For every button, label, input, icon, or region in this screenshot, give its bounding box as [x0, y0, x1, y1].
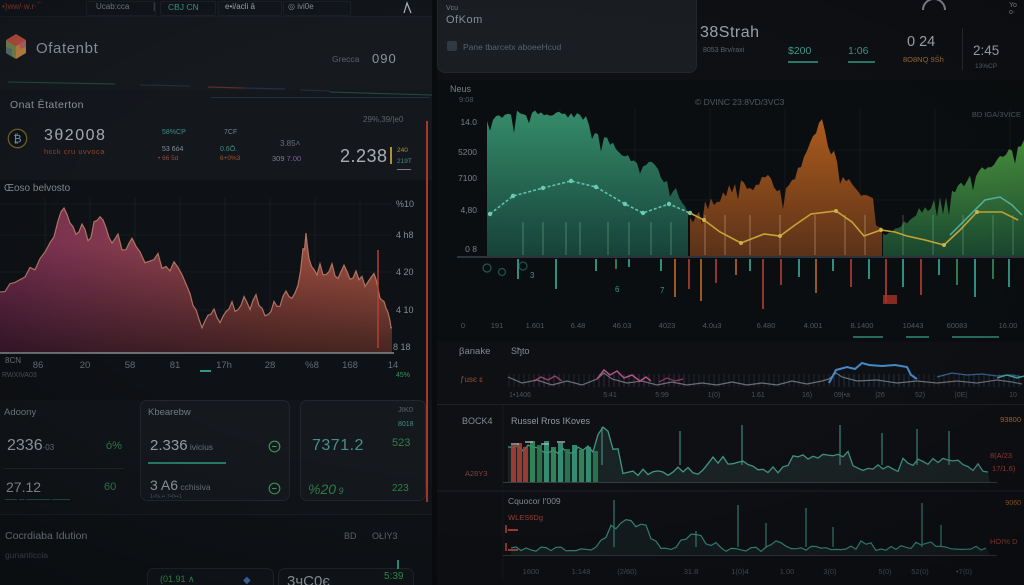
- svg-text:7100: 7100: [458, 173, 477, 183]
- svg-text:09|•a: 09|•a: [834, 392, 850, 399]
- svg-text:1(0): 1(0): [708, 392, 720, 399]
- svg-text:9:08: 9:08: [459, 95, 474, 104]
- svg-text:16.00: 16.00: [999, 321, 1018, 330]
- svg-text:20: 20: [80, 360, 91, 371]
- svg-text:7: 7: [660, 286, 665, 295]
- svg-text:Cquocor I'009: Cquocor I'009: [508, 496, 561, 506]
- svg-text:31.8: 31.8: [684, 567, 699, 576]
- svg-text:•7(0): •7(0): [956, 567, 972, 576]
- svg-text:191: 191: [491, 321, 504, 330]
- svg-text:60083: 60083: [947, 321, 968, 330]
- svg-text:3: 3: [530, 271, 535, 280]
- svg-text:4 20: 4 20: [396, 267, 414, 277]
- svg-text:8.1400: 8.1400: [851, 321, 874, 330]
- svg-text:58: 58: [125, 360, 136, 371]
- svg-text:|26: |26: [875, 392, 885, 399]
- svg-text:10: 10: [1009, 392, 1017, 399]
- svg-text:%10: %10: [396, 199, 414, 209]
- svg-text:6.480: 6.480: [757, 321, 776, 330]
- svg-text:8CN: 8CN: [5, 356, 21, 365]
- svg-text:6: 6: [615, 285, 620, 294]
- svg-text:BD IGA/3VICE: BD IGA/3VICE: [972, 110, 1021, 119]
- svg-text:|0E|: |0E|: [955, 392, 967, 399]
- svg-text:0: 0: [461, 321, 465, 330]
- svg-text:A28Y3: A28Y3: [465, 469, 488, 478]
- svg-text:8 18: 8 18: [393, 342, 411, 352]
- svg-text:HOI% D: HOI% D: [990, 537, 1018, 546]
- svg-text:81: 81: [170, 360, 181, 371]
- svg-text:1.601: 1.601: [526, 321, 545, 330]
- svg-text:1.00: 1.00: [780, 567, 795, 576]
- svg-text:5:99: 5:99: [655, 392, 669, 399]
- svg-text:%8: %8: [305, 360, 319, 371]
- svg-text:Neus: Neus: [450, 84, 472, 94]
- svg-text:© DVINC 23:8VD/3VC3: © DVINC 23:8VD/3VC3: [695, 97, 785, 107]
- svg-text:Russel Rros IKoves: Russel Rros IKoves: [511, 416, 591, 426]
- svg-text:1(0)4: 1(0)4: [731, 567, 749, 576]
- svg-text:45%: 45%: [396, 372, 410, 379]
- svg-text:4.0u3: 4.0u3: [703, 321, 722, 330]
- svg-text:16): 16): [802, 392, 812, 399]
- svg-text:6.48: 6.48: [571, 321, 586, 330]
- svg-text:8(A/23: 8(A/23: [990, 451, 1012, 460]
- svg-text:28: 28: [265, 360, 276, 371]
- svg-text:5200: 5200: [458, 147, 477, 157]
- svg-text:168: 168: [342, 360, 358, 371]
- svg-text:46.03: 46.03: [613, 321, 632, 330]
- svg-text:86: 86: [33, 360, 44, 371]
- svg-text:4,80: 4,80: [460, 205, 477, 215]
- svg-text:4.001: 4.001: [804, 321, 823, 330]
- svg-text:0 8: 0 8: [465, 244, 477, 254]
- svg-text:5:41: 5:41: [603, 392, 617, 399]
- svg-text:₿: ₿: [13, 134, 21, 146]
- svg-text:14: 14: [388, 360, 399, 371]
- svg-text:1.61: 1.61: [751, 392, 765, 399]
- svg-text:1:148: 1:148: [572, 567, 591, 576]
- svg-text:5(0): 5(0): [878, 567, 892, 576]
- svg-text:52): 52): [915, 392, 925, 399]
- svg-text:4 h8: 4 h8: [396, 230, 414, 240]
- svg-text:1600: 1600: [523, 567, 540, 576]
- svg-text:3(0): 3(0): [823, 567, 837, 576]
- svg-text:4023: 4023: [659, 321, 676, 330]
- svg-text:52(0): 52(0): [911, 567, 929, 576]
- svg-text:1•1406: 1•1406: [509, 392, 531, 399]
- svg-text:17/1.6): 17/1.6): [992, 464, 1016, 473]
- svg-text:9060: 9060: [1005, 500, 1021, 507]
- svg-text:WLES6Dg: WLES6Dg: [508, 513, 543, 522]
- svg-text:4 10: 4 10: [396, 305, 414, 315]
- svg-text:10443: 10443: [903, 321, 924, 330]
- svg-text:BOCK4: BOCK4: [462, 416, 493, 426]
- svg-text:(2/60): (2/60): [617, 567, 637, 576]
- svg-text:RWXIVA03: RWXIVA03: [2, 372, 37, 379]
- svg-text:93800: 93800: [1000, 415, 1021, 424]
- svg-text:14.0: 14.0: [460, 117, 477, 127]
- svg-text:17h: 17h: [216, 360, 232, 371]
